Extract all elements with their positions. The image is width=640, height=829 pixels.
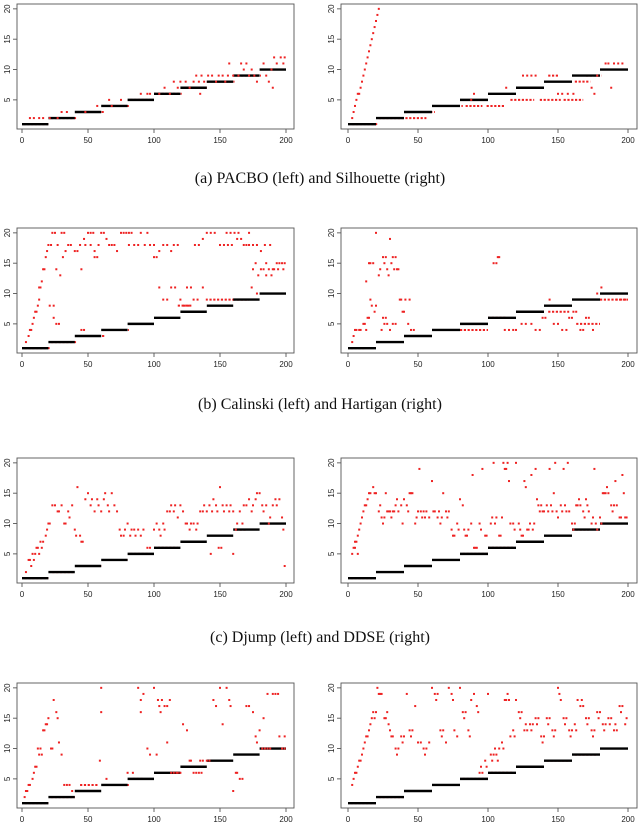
svg-text:100: 100 xyxy=(481,136,495,145)
svg-text:10: 10 xyxy=(327,744,336,753)
svg-text:200: 200 xyxy=(621,815,635,824)
svg-text:0: 0 xyxy=(346,136,351,145)
svg-text:5: 5 xyxy=(3,776,12,781)
plot-calinski: 0 50 100 150 200 5 10 15 20 xyxy=(0,224,320,384)
svg-text:10: 10 xyxy=(327,519,336,528)
svg-text:150: 150 xyxy=(551,136,565,145)
svg-text:0: 0 xyxy=(20,815,25,824)
plot-ddse: 0 50 100 150 200 5 10 15 20 xyxy=(320,454,640,614)
svg-text:15: 15 xyxy=(3,34,12,43)
svg-text:5: 5 xyxy=(3,551,12,556)
svg-text:15: 15 xyxy=(3,258,12,267)
svg-text:5: 5 xyxy=(3,97,12,102)
svg-text:100: 100 xyxy=(147,136,161,145)
svg-text:50: 50 xyxy=(414,136,423,145)
svg-text:50: 50 xyxy=(84,136,93,145)
svg-text:0: 0 xyxy=(20,136,25,145)
svg-text:50: 50 xyxy=(84,590,93,599)
svg-text:10: 10 xyxy=(327,65,336,74)
svg-text:200: 200 xyxy=(279,360,293,369)
svg-text:15: 15 xyxy=(3,488,12,497)
svg-text:100: 100 xyxy=(147,590,161,599)
svg-text:150: 150 xyxy=(551,590,565,599)
svg-text:150: 150 xyxy=(213,590,227,599)
svg-text:15: 15 xyxy=(327,258,336,267)
svg-text:150: 150 xyxy=(213,360,227,369)
svg-text:5: 5 xyxy=(327,97,336,102)
svg-text:50: 50 xyxy=(414,360,423,369)
caption-c: (c) Djump (left) and DDSE (right) xyxy=(210,629,430,646)
svg-text:0: 0 xyxy=(20,590,25,599)
svg-text:5: 5 xyxy=(327,551,336,556)
svg-text:200: 200 xyxy=(279,136,293,145)
svg-text:100: 100 xyxy=(481,590,495,599)
svg-text:150: 150 xyxy=(213,815,227,824)
svg-text:200: 200 xyxy=(279,815,293,824)
svg-text:0: 0 xyxy=(20,360,25,369)
svg-text:0: 0 xyxy=(346,590,351,599)
svg-text:50: 50 xyxy=(414,590,423,599)
svg-text:50: 50 xyxy=(84,360,93,369)
plot-pacbo: 0 50 100 150 200 5 10 15 20 xyxy=(0,0,320,160)
svg-text:150: 150 xyxy=(551,360,565,369)
caption-a: (a) PACBO (left) and Silhouette (right) xyxy=(194,170,446,187)
svg-text:20: 20 xyxy=(327,683,336,692)
svg-text:15: 15 xyxy=(327,713,336,722)
svg-text:100: 100 xyxy=(481,815,495,824)
svg-text:200: 200 xyxy=(279,590,293,599)
plot-row4-right: 0 50 100 150 200 5 10 15 20 xyxy=(320,679,640,829)
svg-text:20: 20 xyxy=(327,458,336,467)
svg-text:10: 10 xyxy=(3,65,12,74)
svg-text:50: 50 xyxy=(414,815,423,824)
plot-silhouette: 0 50 100 150 200 5 10 15 20 xyxy=(320,0,640,160)
svg-text:150: 150 xyxy=(213,136,227,145)
svg-text:200: 200 xyxy=(621,136,635,145)
caption-b: (b) Calinski (left) and Hartigan (right) xyxy=(198,396,442,413)
plot-row4-left: 0 50 100 150 200 5 10 15 20 xyxy=(0,679,320,829)
svg-text:20: 20 xyxy=(3,228,12,237)
svg-text:15: 15 xyxy=(3,713,12,722)
svg-text:15: 15 xyxy=(327,488,336,497)
svg-text:5: 5 xyxy=(327,776,336,781)
svg-text:10: 10 xyxy=(3,519,12,528)
plot-hartigan: 0 50 100 150 200 5 10 15 20 xyxy=(320,224,640,384)
svg-text:5: 5 xyxy=(3,321,12,326)
svg-text:200: 200 xyxy=(621,360,635,369)
svg-text:100: 100 xyxy=(481,360,495,369)
svg-text:10: 10 xyxy=(3,744,12,753)
plot-djump: 0 50 100 150 200 5 10 15 20 xyxy=(0,454,320,614)
svg-text:0: 0 xyxy=(346,360,351,369)
svg-text:50: 50 xyxy=(84,815,93,824)
svg-text:100: 100 xyxy=(147,815,161,824)
svg-text:150: 150 xyxy=(551,815,565,824)
svg-text:20: 20 xyxy=(3,4,12,13)
svg-text:10: 10 xyxy=(327,289,336,298)
svg-text:20: 20 xyxy=(3,458,12,467)
svg-text:100: 100 xyxy=(147,360,161,369)
svg-text:5: 5 xyxy=(327,321,336,326)
svg-text:20: 20 xyxy=(327,4,336,13)
svg-text:200: 200 xyxy=(621,590,635,599)
svg-text:20: 20 xyxy=(327,228,336,237)
svg-text:20: 20 xyxy=(3,683,12,692)
svg-text:15: 15 xyxy=(327,34,336,43)
svg-text:10: 10 xyxy=(3,289,12,298)
svg-text:0: 0 xyxy=(346,815,351,824)
